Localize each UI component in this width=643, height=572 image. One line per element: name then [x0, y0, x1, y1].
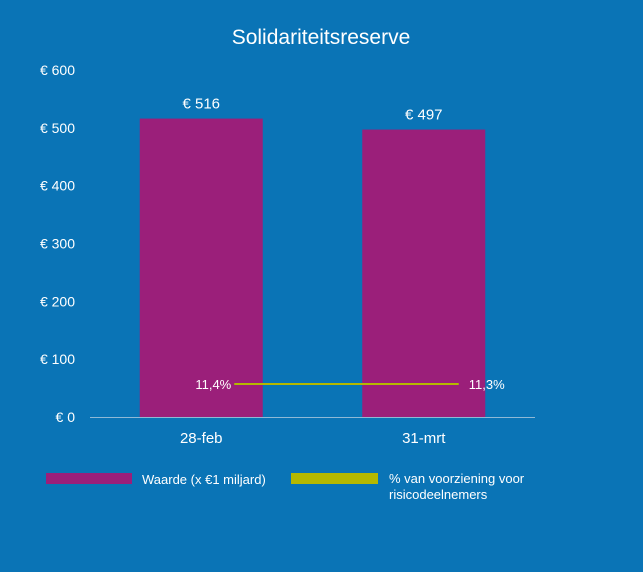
x-tick-label: 28-feb	[180, 430, 223, 447]
bar-data-label: € 497	[405, 107, 443, 124]
y-tick-label: € 500	[40, 120, 75, 136]
legend-label-voorziening-line2: risicodeelnemers	[389, 487, 488, 502]
y-tick-label: € 200	[40, 293, 75, 309]
y-tick-label: € 600	[40, 62, 75, 78]
line-series: 11,4% 11,3%	[195, 377, 505, 392]
line-data-label: 11,3%	[469, 377, 505, 392]
y-tick-label: € 300	[40, 236, 75, 252]
legend: Waarde (x €1 miljard) % van voorziening …	[46, 471, 528, 502]
y-axis: € 0 € 100 € 200 € 300 € 400 € 500 € 600	[40, 62, 75, 425]
legend-swatch-waarde	[46, 473, 132, 484]
legend-label-waarde: Waarde (x €1 miljard)	[142, 472, 266, 487]
legend-label-voorziening: % van voorziening voor risicodeelnemers	[389, 471, 528, 502]
legend-swatch-voorziening	[291, 473, 378, 484]
y-tick-label: € 400	[40, 178, 75, 194]
x-tick-label: 31-mrt	[402, 430, 446, 447]
bar	[362, 129, 486, 417]
bar-series: € 516 € 497	[139, 96, 486, 417]
line-data-label: 11,4%	[195, 377, 231, 392]
chart-title: Solidariteitsreserve	[232, 26, 411, 49]
bar-data-label: € 516	[182, 96, 220, 113]
legend-label-voorziening-line1: % van voorziening voor	[389, 471, 525, 486]
y-tick-label: € 0	[56, 409, 76, 425]
bar	[139, 118, 263, 417]
x-axis: 28-feb 31-mrt	[180, 430, 446, 447]
y-tick-label: € 100	[40, 351, 75, 367]
